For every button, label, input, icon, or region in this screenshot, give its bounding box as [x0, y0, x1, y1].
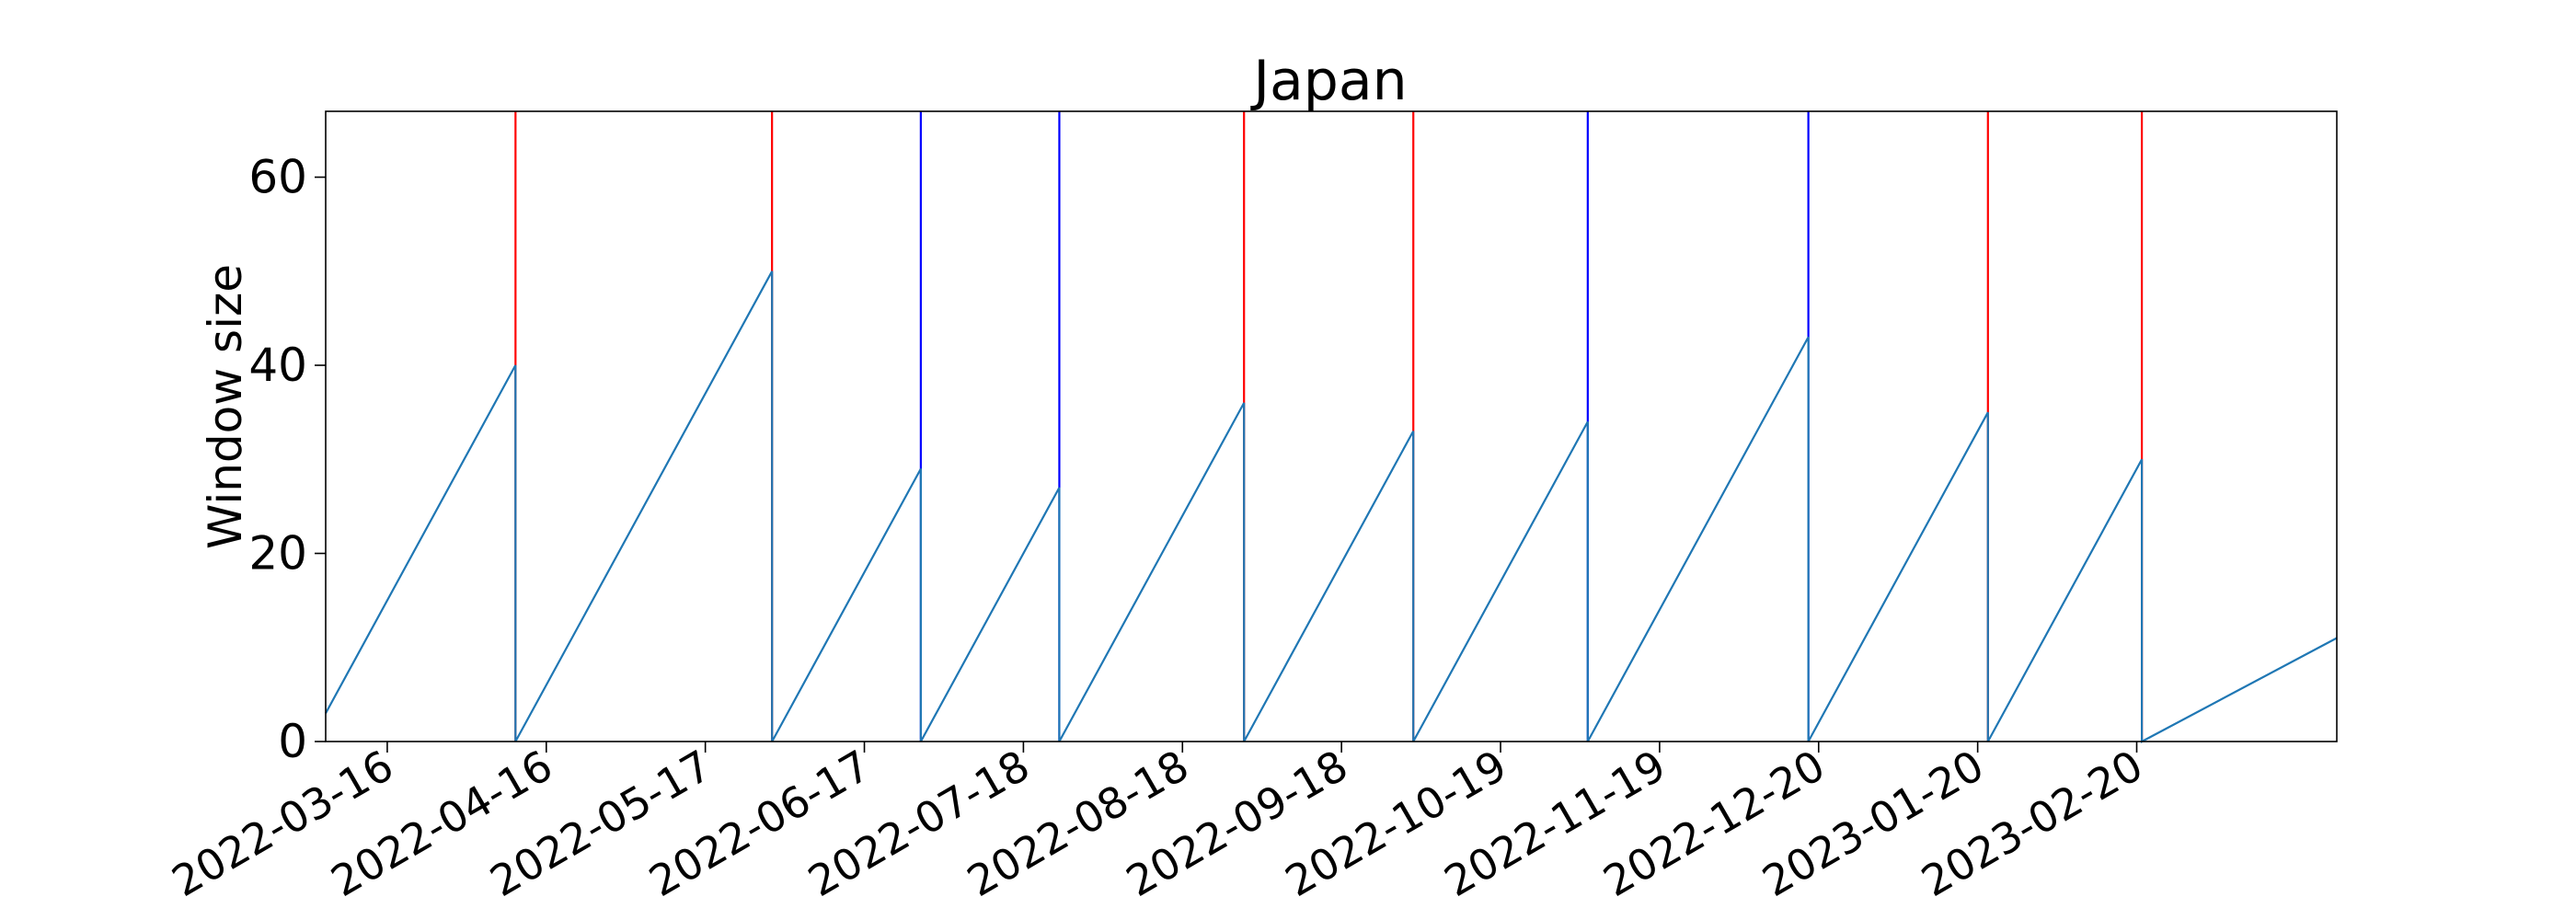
y-axis: 0 20 40 60 [248, 151, 326, 768]
series-layer [325, 270, 2338, 743]
y-tick-label-0: 0 [278, 715, 307, 768]
series-line-0 [325, 270, 2338, 743]
chart-title: Japan [1249, 49, 1407, 113]
x-axis: 2022-03-162022-04-162022-05-172022-06-17… [164, 741, 2151, 906]
y-tick-label-20: 20 [248, 527, 307, 581]
plot-area-frame [325, 110, 2338, 742]
y-axis-label: Window size [199, 264, 252, 549]
vertical-markers [514, 111, 2144, 742]
y-tick-label-40: 40 [248, 339, 307, 392]
y-tick-label-60: 60 [248, 151, 307, 204]
